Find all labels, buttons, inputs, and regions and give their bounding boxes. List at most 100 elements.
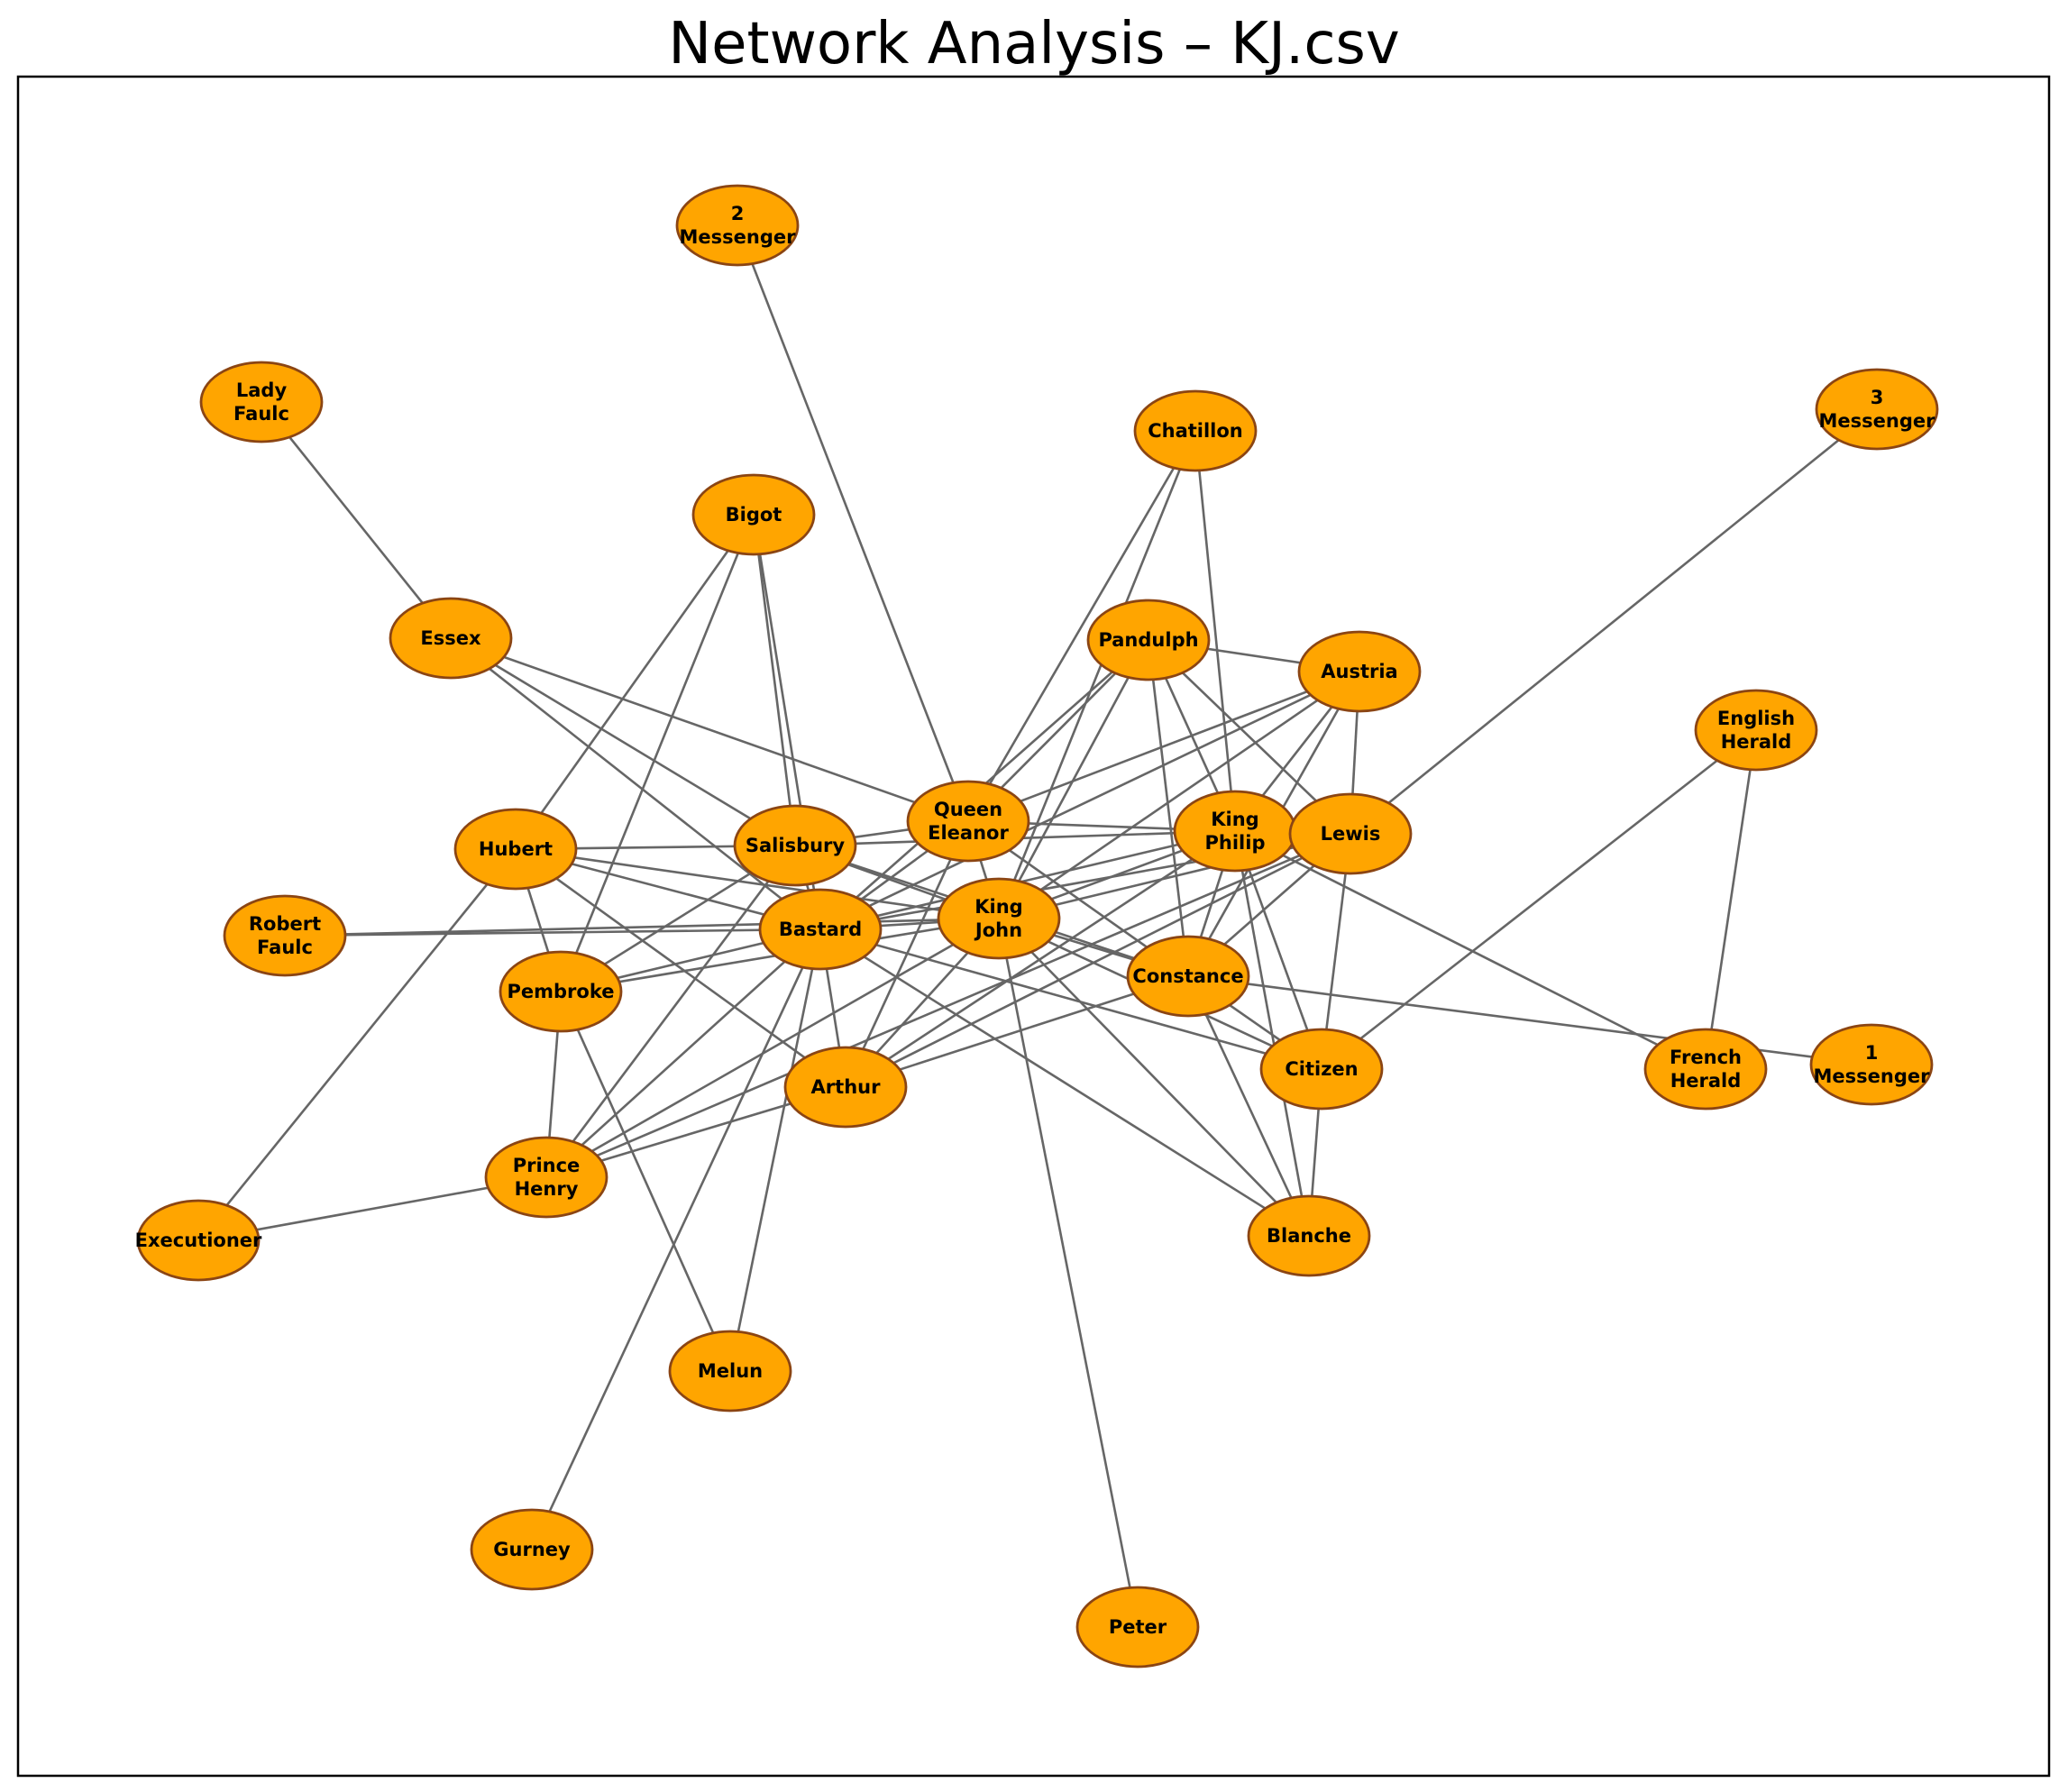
edge-bastard-to-robert-faulc (284, 928, 821, 937)
edge-lady-faulc-to-essex (260, 401, 453, 639)
node-executioner: Executioner (135, 1199, 262, 1282)
edge-hubert-to-arthur (515, 847, 846, 1089)
node-shape (1809, 1023, 1934, 1106)
node-shape (1259, 1028, 1384, 1111)
node-shape (906, 780, 1030, 863)
edge-king-philip-to-arthur (845, 829, 1236, 1089)
node-lady-faulc: Lady Faulc (199, 361, 324, 443)
node-shape (733, 804, 857, 887)
node-label: Prince Henry (513, 1155, 581, 1200)
edge-salisbury-to-prince-henry (544, 845, 797, 1178)
node-label: Lady Faulc (233, 379, 289, 425)
edge-constance-to-blanche (1186, 975, 1311, 1237)
node-blanche: Blanche (1247, 1194, 1371, 1277)
node-label: Blanche (1267, 1225, 1351, 1247)
node-label: 2 Messenger (680, 203, 797, 248)
node-label: Pandulph (1098, 629, 1198, 651)
edge-bigot-to-salisbury (752, 514, 797, 846)
node-shape (199, 361, 324, 443)
edge-bastard-to-blanche (819, 928, 1310, 1238)
node-shape (470, 1508, 594, 1591)
node-shape (1133, 389, 1258, 472)
node-french-herald: French Herald (1643, 1028, 1768, 1111)
edge-pandulph-to-constance (1147, 639, 1190, 977)
node-label: Salisbury (746, 835, 846, 856)
node-shape (499, 950, 623, 1033)
node-label: Arthur (811, 1076, 882, 1098)
edge-austria-to-queen-eleanor (967, 670, 1360, 823)
node-3-messenger: 3 Messenger (1815, 368, 1939, 451)
edge-bigot-to-hubert (514, 514, 755, 850)
node-label: Pembroke (508, 981, 615, 1002)
node-shape (136, 1199, 261, 1282)
node-label: Austria (1321, 661, 1397, 682)
node-shape (675, 184, 800, 267)
edge-king-john-to-prince-henry (545, 917, 1000, 1179)
edge-lewis-to-prince-henry (545, 832, 1351, 1179)
node-label: Gurney (493, 1539, 571, 1560)
edge-essex-to-bastard (450, 636, 821, 931)
edge-lewis-to-king-john (998, 832, 1351, 920)
edge-king-philip-to-bastard (819, 829, 1236, 931)
edge-pandulph-to-king-john (997, 639, 1150, 919)
node-label: King John (974, 896, 1023, 941)
node-prince-henry: Prince Henry (484, 1136, 609, 1219)
edge-hubert-to-king-john (515, 847, 1000, 920)
node-shape (484, 1136, 609, 1219)
node-hubert: Hubert (453, 808, 578, 891)
node-shape (937, 877, 1061, 960)
edge-king-john-to-blanche (998, 918, 1310, 1237)
edge-bigot-to-pembroke (559, 514, 755, 992)
node-label: Queen Eleanor (928, 799, 1009, 844)
node-shape (1297, 630, 1422, 713)
node-label: Bastard (779, 919, 862, 940)
node-label: Essex (420, 627, 481, 649)
plot-frame (16, 75, 2051, 1778)
node-gurney: Gurney (470, 1508, 594, 1591)
node-label: Executioner (135, 1230, 262, 1251)
node-label: English Herald (1717, 708, 1795, 753)
nodes-layer: 2 Messenger Lady Faulc 3 Messenger Chatillon Bi… (135, 184, 1939, 1669)
edge-bastard-to-citizen (819, 928, 1322, 1071)
edge-english-herald-to-citizen (1321, 728, 1757, 1071)
node-label: Melun (698, 1360, 763, 1382)
node-label: French Herald (1670, 1047, 1742, 1092)
node-shape (1694, 689, 1818, 772)
node-shape (691, 473, 816, 556)
node-label: Peter (1109, 1616, 1167, 1638)
edge-bastard-to-melun (728, 928, 822, 1372)
chart-title: Network Analysis – KJ.csv (668, 11, 1400, 78)
node-lewis: Lewis (1288, 792, 1413, 875)
node-label: Chatillon (1148, 420, 1243, 442)
node-peter: Peter (1075, 1586, 1200, 1669)
edge-chatillon-to-queen-eleanor (966, 430, 1197, 822)
edge-hubert-to-executioner (197, 848, 517, 1241)
edges-layer (197, 224, 1878, 1628)
node-king-john: King John (937, 877, 1061, 960)
node-melun: Melun (668, 1330, 792, 1413)
node-salisbury: Salisbury (733, 804, 857, 887)
edge-lewis-to-arthur (845, 832, 1351, 1089)
edge-chatillon-to-king-philip (1194, 430, 1237, 832)
edge-austria-to-bastard (819, 670, 1360, 931)
node-queen-eleanor: Queen Eleanor (906, 780, 1030, 863)
node-arthur: Arthur (783, 1046, 908, 1129)
node-label: 3 Messenger (1819, 387, 1936, 432)
node-bastard: Bastard (758, 888, 883, 971)
node-shape (1815, 368, 1939, 451)
node-label: King Philip (1205, 809, 1266, 854)
edge-2-messenger-to-queen-eleanor (736, 224, 970, 822)
node-label: Hubert (479, 838, 553, 860)
edge-constance-to-arthur (845, 974, 1189, 1089)
node-label: Bigot (726, 504, 782, 526)
edge-english-herald-to-french-herald (1704, 729, 1758, 1070)
node-shape (453, 808, 578, 891)
node-label: Citizen (1285, 1058, 1358, 1080)
edge-bastard-to-prince-henry (545, 928, 821, 1178)
edge-bastard-to-gurney (530, 928, 822, 1550)
node-2-messenger: 2 Messenger (675, 184, 800, 267)
node-shape (389, 597, 513, 680)
node-pembroke: Pembroke (499, 950, 623, 1033)
node-shape (1173, 790, 1297, 873)
